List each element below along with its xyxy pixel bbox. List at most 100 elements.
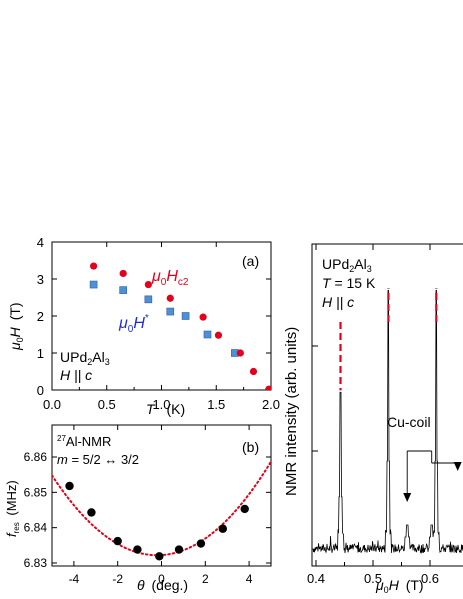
panel-a-y-tick-label-3: 3: [37, 272, 44, 287]
panel-b-ticks: [52, 425, 271, 566]
spectrum-ticks: [312, 244, 431, 566]
panel-a-x-tick-label-4: 2.0: [262, 397, 280, 412]
fres-point-1: [87, 508, 96, 517]
spectrum-y-axis-title: NMR intensity (arb. units): [283, 327, 300, 496]
panel-a-label: (a): [242, 253, 259, 269]
panel-a-material-mid: Al: [92, 349, 104, 365]
spectrum-x-tick-label-2: 0.6: [421, 571, 439, 586]
panel-a-x-axis-title: T (K): [146, 401, 185, 417]
panel-b: -4 -2 0 2 4 6.83 6.84 6.85 6.86 (b) 27Al-NMR m …: [4, 424, 272, 593]
spectrum-temperature-symbol: T: [322, 275, 332, 291]
legend-hc2-symbol: H: [166, 268, 178, 285]
hc2-point-7: [249, 367, 258, 376]
fres-point-8: [240, 504, 249, 514]
panel-b-nucleus: 27Al-NMR: [57, 434, 111, 449]
spectrum-x-tick-label-0: 0.4: [307, 571, 325, 586]
legend-hc2-prefix: μ: [151, 268, 161, 285]
panel-a-x-tick-label-3: 1.5: [207, 397, 225, 412]
coil-arrow-head-1: [453, 462, 462, 471]
panel-a-y-axis-prefix: μ: [7, 342, 23, 351]
panel-b-x-axis-unit: (deg.): [152, 577, 189, 593]
panel-a-field: H || c: [60, 367, 92, 383]
panel-a-x-tick-label-0: 0.0: [43, 397, 61, 412]
panel-a-y-tick-label-4: 4: [37, 235, 44, 250]
fres-point-3: [133, 545, 142, 554]
hc2-point-0: [90, 262, 98, 270]
spectrum-temperature-rest: = 15 K: [331, 275, 376, 291]
panel-a-material-main: UPd: [60, 349, 87, 365]
hc2-point-5: [214, 331, 223, 339]
panel-a-y-axis-symbol: H: [7, 326, 23, 337]
spectrum-x-axis-unit: (T): [406, 577, 424, 593]
panel-a-y-tick-labels: 0 1 2 3 4: [37, 235, 44, 398]
legend-hstar: μ0H*: [118, 313, 149, 335]
spectrum-material-mid: Al: [354, 256, 366, 272]
panel-b-y-tick-label-0: 6.83: [24, 556, 48, 570]
hstar-point-1: [119, 286, 127, 294]
panel-b-y-tick-label-1: 6.84: [24, 521, 48, 535]
hc2-point-2: [144, 280, 152, 289]
panel-b-transition-symbol: m: [57, 452, 68, 467]
panel-b-y-axis-unit: (MHz): [4, 480, 19, 515]
panel-b-x-tick-label-2: 0: [158, 572, 165, 586]
panel-b-nucleus-sup: 27: [57, 434, 66, 443]
panel-a-x-tick-label-2: 1.0: [152, 397, 170, 412]
panel-b-x-tick-label-4: 4: [246, 572, 253, 586]
fres-point-0: [65, 481, 74, 491]
fres-point-5: [174, 545, 184, 554]
panel-b-x-tick-label-3: 2: [202, 572, 209, 586]
hstar-point-4: [181, 312, 190, 320]
fres-point-2: [113, 536, 122, 546]
fit-curve: [52, 460, 271, 557]
legend-hstar-prefix: μ: [118, 315, 128, 332]
spectrum-field: H || c: [322, 294, 354, 310]
panel-a-material: UPd2Al3: [60, 349, 110, 367]
panel-a-y-tick-label-0: 0: [37, 383, 44, 398]
legend-hstar-prefix-sub: 0: [128, 324, 134, 335]
panel-b-transition: m = 5/2 ↔ 3/2: [57, 452, 139, 467]
panel-b-nucleus-main: Al-NMR: [66, 434, 112, 449]
spectrum-x-axis-symbol: H: [389, 577, 400, 593]
hstar-point-5: [203, 330, 212, 339]
spectrum-x-axis-title: μ0H (T): [375, 577, 424, 595]
panel-b-y-axis-sub: res: [12, 522, 21, 533]
panel-a-material-sub2: 3: [105, 357, 110, 367]
spectrum-frame: [311, 243, 463, 567]
spectrum-x-axis-prefix: μ: [375, 577, 384, 593]
panel-b-x-tick-labels: -4 -2 0 2 4: [69, 572, 253, 586]
legend-hc2: μ0Hc2: [151, 268, 189, 288]
coil-arrow-head-0: [403, 493, 412, 502]
fres-point-4: [155, 552, 164, 561]
panel-b-y-tick-label-3: 6.86: [24, 450, 48, 464]
panel-b-x-axis-symbol: θ: [137, 577, 145, 593]
hstar-point-0: [89, 280, 98, 289]
spectrum-marks: [312, 288, 463, 555]
panel-b-marks: [52, 460, 271, 561]
hc2-point-3: [166, 294, 174, 302]
spectrum-material-sub1: 2: [349, 264, 354, 274]
panel-a-material-sub1: 2: [87, 357, 92, 367]
spectrum-coil-label: Cu-coil: [387, 414, 431, 430]
spectrum-temperature: T = 15 K: [322, 275, 376, 291]
panel-b-y-axis-title: fres (MHz): [4, 480, 22, 537]
panel-a-y-axis-prefix-sub: 0: [15, 337, 25, 342]
panel-a-x-axis-symbol: T: [146, 401, 156, 417]
legend-hstar-symbol: H: [133, 315, 145, 332]
spectrum-material: UPd2Al3: [322, 256, 372, 274]
panel-b-label: (b): [242, 439, 259, 455]
panel-a-x-tick-label-1: 0.5: [98, 397, 116, 412]
panel-a-y-axis-unit: (T): [7, 302, 23, 320]
hc2-point-8: [265, 385, 271, 390]
panel-b-y-tick-labels: 6.83 6.84 6.85 6.86: [24, 450, 48, 570]
legend-hstar-sup: *: [145, 313, 149, 324]
panel-b-x-tick-label-1: -2: [112, 572, 123, 586]
hstar-point-2: [144, 295, 153, 304]
panel-a-y-tick-label-2: 2: [37, 309, 44, 324]
panel-b-x-tick-label-0: -4: [69, 572, 80, 586]
spectrum-x-axis-prefix-sub: 0: [384, 585, 389, 595]
legend-hc2-sub: c2: [178, 277, 189, 288]
legend-hc2-prefix-sub: 0: [161, 277, 167, 288]
panel-a-y-tick-label-1: 1: [37, 346, 44, 361]
